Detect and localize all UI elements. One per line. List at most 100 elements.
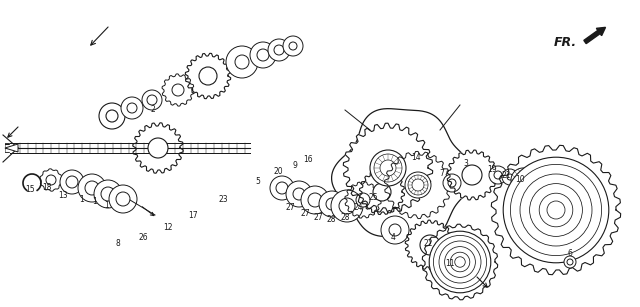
Circle shape — [381, 216, 409, 244]
Circle shape — [274, 45, 284, 55]
Circle shape — [433, 235, 486, 289]
Text: 14: 14 — [411, 154, 421, 162]
Circle shape — [94, 180, 122, 208]
Text: 23: 23 — [218, 196, 228, 204]
Text: 26: 26 — [138, 234, 148, 243]
Circle shape — [109, 185, 137, 213]
Circle shape — [405, 172, 431, 198]
Circle shape — [412, 179, 424, 191]
Circle shape — [455, 257, 465, 267]
Circle shape — [408, 175, 428, 195]
Circle shape — [226, 46, 258, 78]
Circle shape — [331, 190, 363, 222]
Circle shape — [520, 174, 592, 246]
Circle shape — [147, 95, 157, 105]
Circle shape — [60, 170, 84, 194]
Text: 24: 24 — [353, 203, 363, 212]
Circle shape — [85, 181, 99, 195]
Text: 20: 20 — [273, 168, 283, 177]
Circle shape — [276, 182, 288, 194]
Circle shape — [148, 138, 168, 158]
Text: 7: 7 — [440, 169, 444, 177]
Circle shape — [374, 154, 402, 182]
Circle shape — [283, 36, 303, 56]
Text: 1: 1 — [93, 197, 97, 207]
Circle shape — [439, 241, 481, 283]
Circle shape — [106, 110, 118, 122]
Circle shape — [507, 174, 513, 180]
FancyArrow shape — [584, 27, 605, 44]
Text: 5: 5 — [255, 177, 260, 186]
Circle shape — [142, 90, 162, 110]
Circle shape — [127, 103, 137, 113]
Circle shape — [547, 201, 565, 219]
Circle shape — [564, 256, 576, 268]
Text: 25: 25 — [368, 192, 378, 201]
Circle shape — [172, 84, 184, 96]
Text: 4: 4 — [390, 232, 396, 242]
Circle shape — [502, 169, 518, 185]
Polygon shape — [40, 169, 62, 191]
Polygon shape — [162, 74, 194, 106]
Circle shape — [450, 252, 470, 272]
Polygon shape — [492, 145, 621, 275]
Text: 10: 10 — [515, 176, 525, 185]
Text: 27: 27 — [313, 213, 323, 223]
Text: 6: 6 — [568, 248, 572, 258]
Text: 1: 1 — [79, 196, 84, 204]
Text: 3: 3 — [463, 158, 468, 168]
Circle shape — [308, 193, 322, 207]
Circle shape — [199, 67, 217, 85]
Circle shape — [489, 166, 507, 184]
Text: FR.: FR. — [554, 37, 577, 49]
Circle shape — [101, 187, 115, 201]
Circle shape — [257, 49, 269, 61]
Text: 9: 9 — [292, 161, 298, 170]
Text: 12: 12 — [163, 223, 173, 232]
Circle shape — [389, 224, 401, 236]
Circle shape — [286, 181, 312, 207]
Circle shape — [66, 176, 78, 188]
Text: 17: 17 — [188, 211, 198, 220]
Circle shape — [445, 247, 476, 278]
Circle shape — [319, 191, 345, 217]
Polygon shape — [332, 109, 474, 239]
Circle shape — [99, 103, 125, 129]
Circle shape — [116, 192, 130, 206]
Text: 19: 19 — [487, 165, 497, 174]
Circle shape — [443, 174, 461, 192]
Circle shape — [494, 171, 502, 179]
Text: 27: 27 — [300, 208, 310, 217]
Text: 15: 15 — [25, 185, 35, 195]
Circle shape — [78, 174, 106, 202]
Polygon shape — [5, 144, 18, 152]
Text: 11: 11 — [445, 258, 455, 267]
Text: 18: 18 — [42, 184, 52, 192]
Circle shape — [268, 39, 290, 61]
Circle shape — [235, 55, 249, 69]
Circle shape — [301, 186, 329, 214]
Text: 1: 1 — [104, 201, 109, 211]
Polygon shape — [385, 151, 451, 219]
Circle shape — [516, 173, 530, 187]
Polygon shape — [343, 123, 433, 213]
Circle shape — [567, 259, 573, 265]
Text: 2: 2 — [150, 106, 156, 115]
Polygon shape — [345, 182, 381, 218]
Text: 28: 28 — [326, 216, 336, 224]
Polygon shape — [132, 123, 183, 173]
Bar — [10, 143, 250, 153]
Text: 28: 28 — [340, 213, 349, 223]
Circle shape — [326, 198, 338, 210]
Circle shape — [373, 183, 391, 201]
Circle shape — [511, 165, 602, 256]
Circle shape — [121, 97, 143, 119]
Circle shape — [293, 188, 305, 200]
Circle shape — [270, 176, 294, 200]
Circle shape — [356, 193, 370, 207]
Text: 22: 22 — [423, 239, 433, 247]
Circle shape — [46, 175, 56, 185]
Text: 21: 21 — [501, 170, 511, 180]
Circle shape — [429, 231, 491, 293]
Circle shape — [530, 184, 582, 236]
